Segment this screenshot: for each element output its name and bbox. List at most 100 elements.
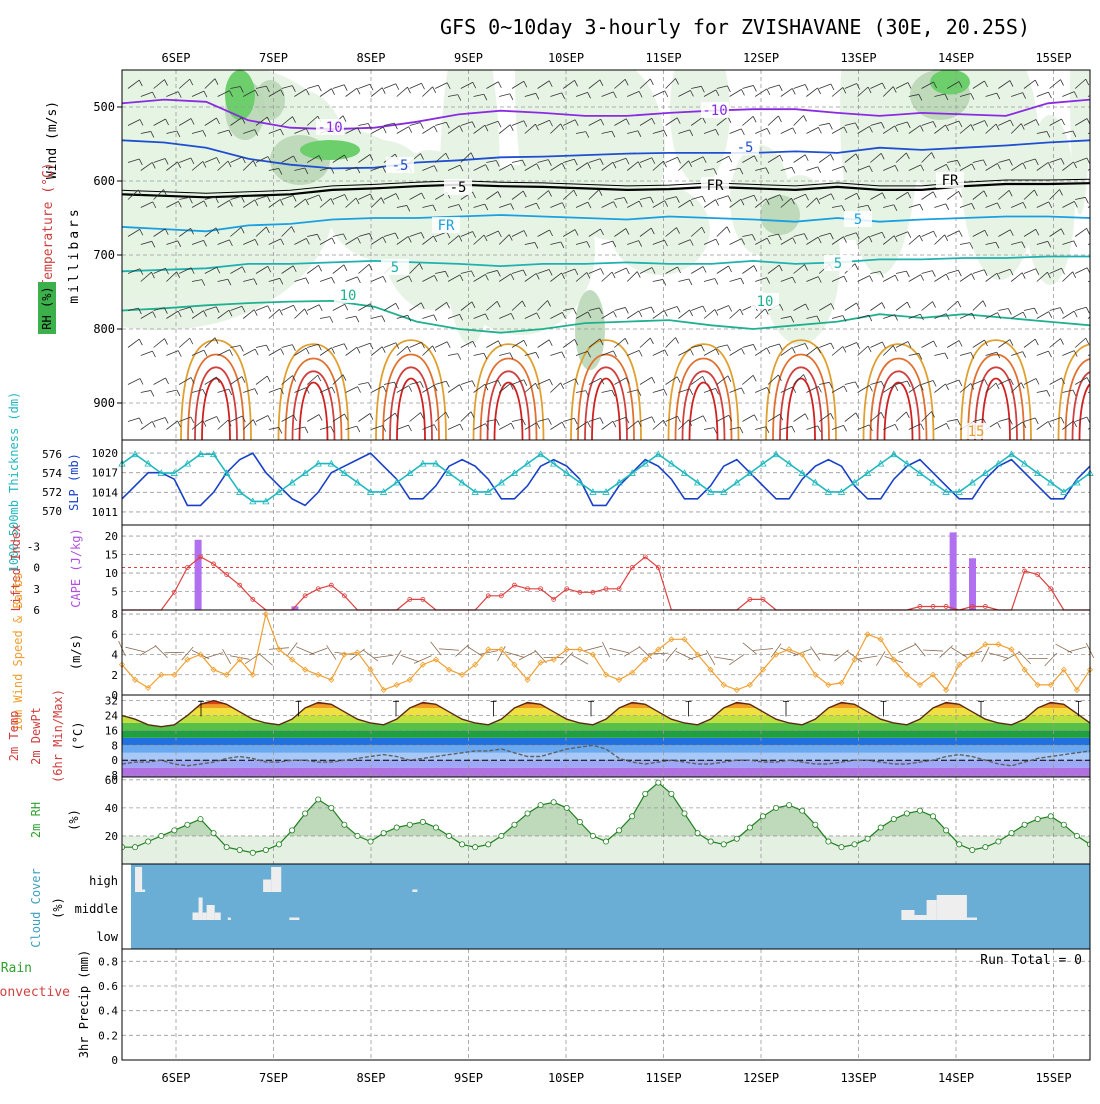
date-label-bottom: 7SEP (259, 1071, 288, 1085)
wind-barb (461, 381, 472, 385)
rh-point (865, 836, 870, 841)
wind10-tick: 4 (111, 649, 118, 662)
wind-barb-flag (1034, 308, 1037, 314)
wind-barb-flag (792, 347, 795, 353)
wind10-tick: 8 (111, 608, 118, 621)
date-label-bottom: 11SEP (645, 1071, 681, 1085)
wind-barb (678, 310, 689, 319)
date-label-bottom: 9SEP (454, 1071, 483, 1085)
temp-band (122, 745, 1090, 752)
wind-barb-flag (997, 422, 1000, 428)
rh-point (1048, 814, 1053, 819)
cape-bar (950, 532, 957, 610)
wind-barb-flag (332, 89, 335, 95)
wind-barb-flag (767, 128, 770, 134)
wind-barb-flag (753, 344, 756, 350)
wind-barb-flag (933, 302, 936, 308)
wind-barb-flag (716, 239, 719, 245)
chart-title: GFS 0~10day 3-hourly for ZVISHAVANE (30E… (440, 15, 1030, 39)
wind-barb-flag (357, 426, 360, 432)
wind-barb (282, 345, 293, 348)
rh-point (132, 845, 137, 850)
wind-barb (1024, 308, 1034, 310)
wind-barb-flag (818, 386, 821, 392)
wind-barb (333, 344, 344, 348)
isotherm-label: 10 (340, 288, 357, 304)
wind-barb (589, 378, 601, 384)
wind-barb-flag (652, 377, 655, 383)
wind-barb-flag (664, 389, 667, 395)
wind-barb-flag (831, 154, 834, 160)
wind-barb (435, 342, 447, 348)
wind-barb-flag (1073, 272, 1076, 278)
rh-point (329, 805, 334, 810)
wind-barb-flag (665, 91, 668, 97)
wind-barb-flag (357, 88, 360, 94)
wind-barb-flag (946, 384, 949, 390)
wind-barb (461, 412, 471, 422)
rh-shade-dark (760, 195, 800, 235)
wind-barb-flag (831, 343, 834, 349)
wind-barb-flag (420, 123, 423, 129)
wind-barb-flag (703, 266, 706, 272)
wind-barb (141, 351, 153, 355)
wind-barb-flag (498, 121, 501, 127)
rh-point (891, 816, 896, 821)
wind-barb (282, 415, 294, 422)
rh-point (525, 811, 530, 816)
wind-barb-flag (934, 231, 937, 237)
wind-barb-flag (639, 350, 642, 356)
rh-point (198, 816, 203, 821)
rh-point (1022, 822, 1027, 827)
wind-barb-flag (767, 348, 770, 354)
date-label-top: 10SEP (548, 51, 584, 65)
wind-barb-flag (625, 307, 628, 313)
rh-shade-wet (930, 70, 970, 95)
wind-barb (1037, 390, 1047, 392)
cloud-block (193, 913, 199, 921)
wind-barb-flag (676, 337, 679, 343)
wind-barb-flag (524, 340, 527, 346)
rh-shade-dark (255, 80, 285, 120)
isotherm-label: 15 (968, 424, 985, 440)
wind-barb (218, 350, 230, 356)
wind-barb-flag (420, 382, 423, 388)
wind-barb-flag (741, 348, 744, 354)
rh-point (800, 808, 805, 813)
wind-barb (499, 423, 511, 429)
rh-point (224, 845, 229, 850)
wind-barb-flag (1061, 80, 1064, 86)
wind-barb-flag (255, 349, 258, 355)
pressure-tick-label: 900 (93, 396, 115, 410)
rh-point (944, 828, 949, 833)
wind-barb (154, 339, 165, 348)
wind-barb-flag (650, 79, 653, 85)
wind-barb (832, 425, 844, 429)
wind-barb-flag (985, 380, 988, 386)
wind-barb-flag (946, 423, 949, 429)
wind-barb (947, 270, 958, 273)
wind-barb (384, 413, 395, 421)
wind-barb-flag (741, 129, 744, 135)
wind-barb-flag (664, 310, 667, 316)
date-label-top: 8SEP (357, 51, 386, 65)
wind-barb-flag (396, 303, 399, 309)
cloud-block (228, 918, 231, 921)
wind10-barb (876, 651, 885, 665)
rh-point (983, 845, 988, 850)
wind-barb-flag (1086, 338, 1089, 344)
wind-barb-flag (434, 425, 437, 431)
wind-barb-flag (319, 414, 322, 420)
wind10-line (122, 614, 1090, 690)
rh2m-label: 2m RH (29, 802, 43, 838)
wind-barb (922, 302, 933, 311)
wind-barb-flag (268, 306, 271, 312)
wind-barb-flag (805, 414, 808, 420)
wind-barb-flag (1023, 352, 1026, 358)
cloud-block (914, 915, 926, 920)
thickness-tick: 574 (42, 467, 62, 480)
wind-barb (179, 338, 190, 347)
wind-barb (384, 84, 396, 89)
wind-barb-flag (665, 350, 668, 356)
